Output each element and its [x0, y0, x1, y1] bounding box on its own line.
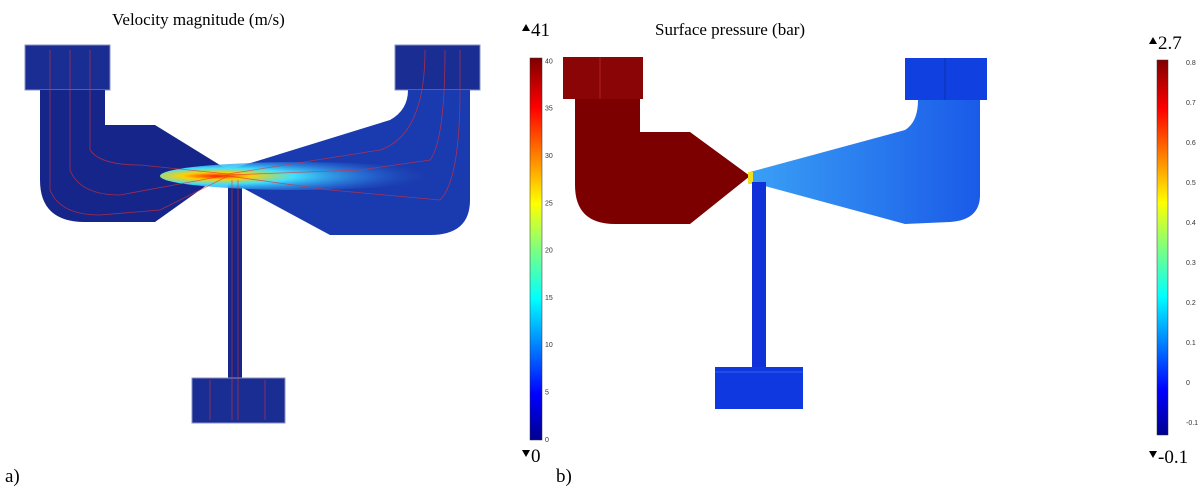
panel-title: Surface pressure (bar): [655, 20, 805, 39]
colorbar-tick-label: 0.3: [1186, 260, 1196, 267]
colorbar-tick-label: 0.1: [1186, 340, 1196, 347]
colorbar-max: 2.7: [1158, 33, 1182, 54]
colorbar-tick-label: 0.4: [1186, 220, 1196, 227]
min-marker: [1149, 451, 1157, 458]
colorbar-tick-label: 10: [545, 342, 553, 349]
colorbar-tick-label: 15: [545, 295, 553, 302]
colorbar-tick-label: 40: [545, 58, 553, 65]
panel-label: b): [556, 466, 572, 487]
colorbar-tick-label: 20: [545, 248, 553, 255]
velocity-render: [24, 44, 481, 424]
colorbar-tick-label: 0.8: [1186, 60, 1196, 67]
colorbar-max: 41: [531, 20, 550, 41]
colorbar-min: 0: [531, 446, 541, 467]
colorbar-min: -0.1: [1158, 447, 1188, 468]
panel-title: Velocity magnitude (m/s): [112, 10, 285, 29]
colorbar: [1156, 59, 1169, 436]
colorbar: [529, 57, 543, 441]
colorbar-tick-label: 0.7: [1186, 100, 1196, 107]
colorbar-tick-label: 5: [545, 390, 549, 397]
colorbar-tick-label: 0.6: [1186, 140, 1196, 147]
max-marker: [522, 24, 530, 31]
panel-label: a): [5, 466, 20, 487]
pressure-render: [563, 57, 987, 409]
colorbar-tick-label: 30: [545, 153, 553, 160]
colorbar-tick-label: 25: [545, 200, 553, 207]
colorbar-tick-label: 0: [1186, 380, 1190, 387]
colorbar-tick-label: -0.1: [1186, 420, 1198, 427]
colorbar-tick-label: 0: [545, 437, 549, 444]
max-marker: [1149, 37, 1157, 44]
colorbar-tick-label: 35: [545, 106, 553, 113]
min-marker: [522, 450, 530, 457]
colorbar-tick-label: 0.2: [1186, 300, 1196, 307]
colorbar-tick-label: 0.5: [1186, 180, 1196, 187]
